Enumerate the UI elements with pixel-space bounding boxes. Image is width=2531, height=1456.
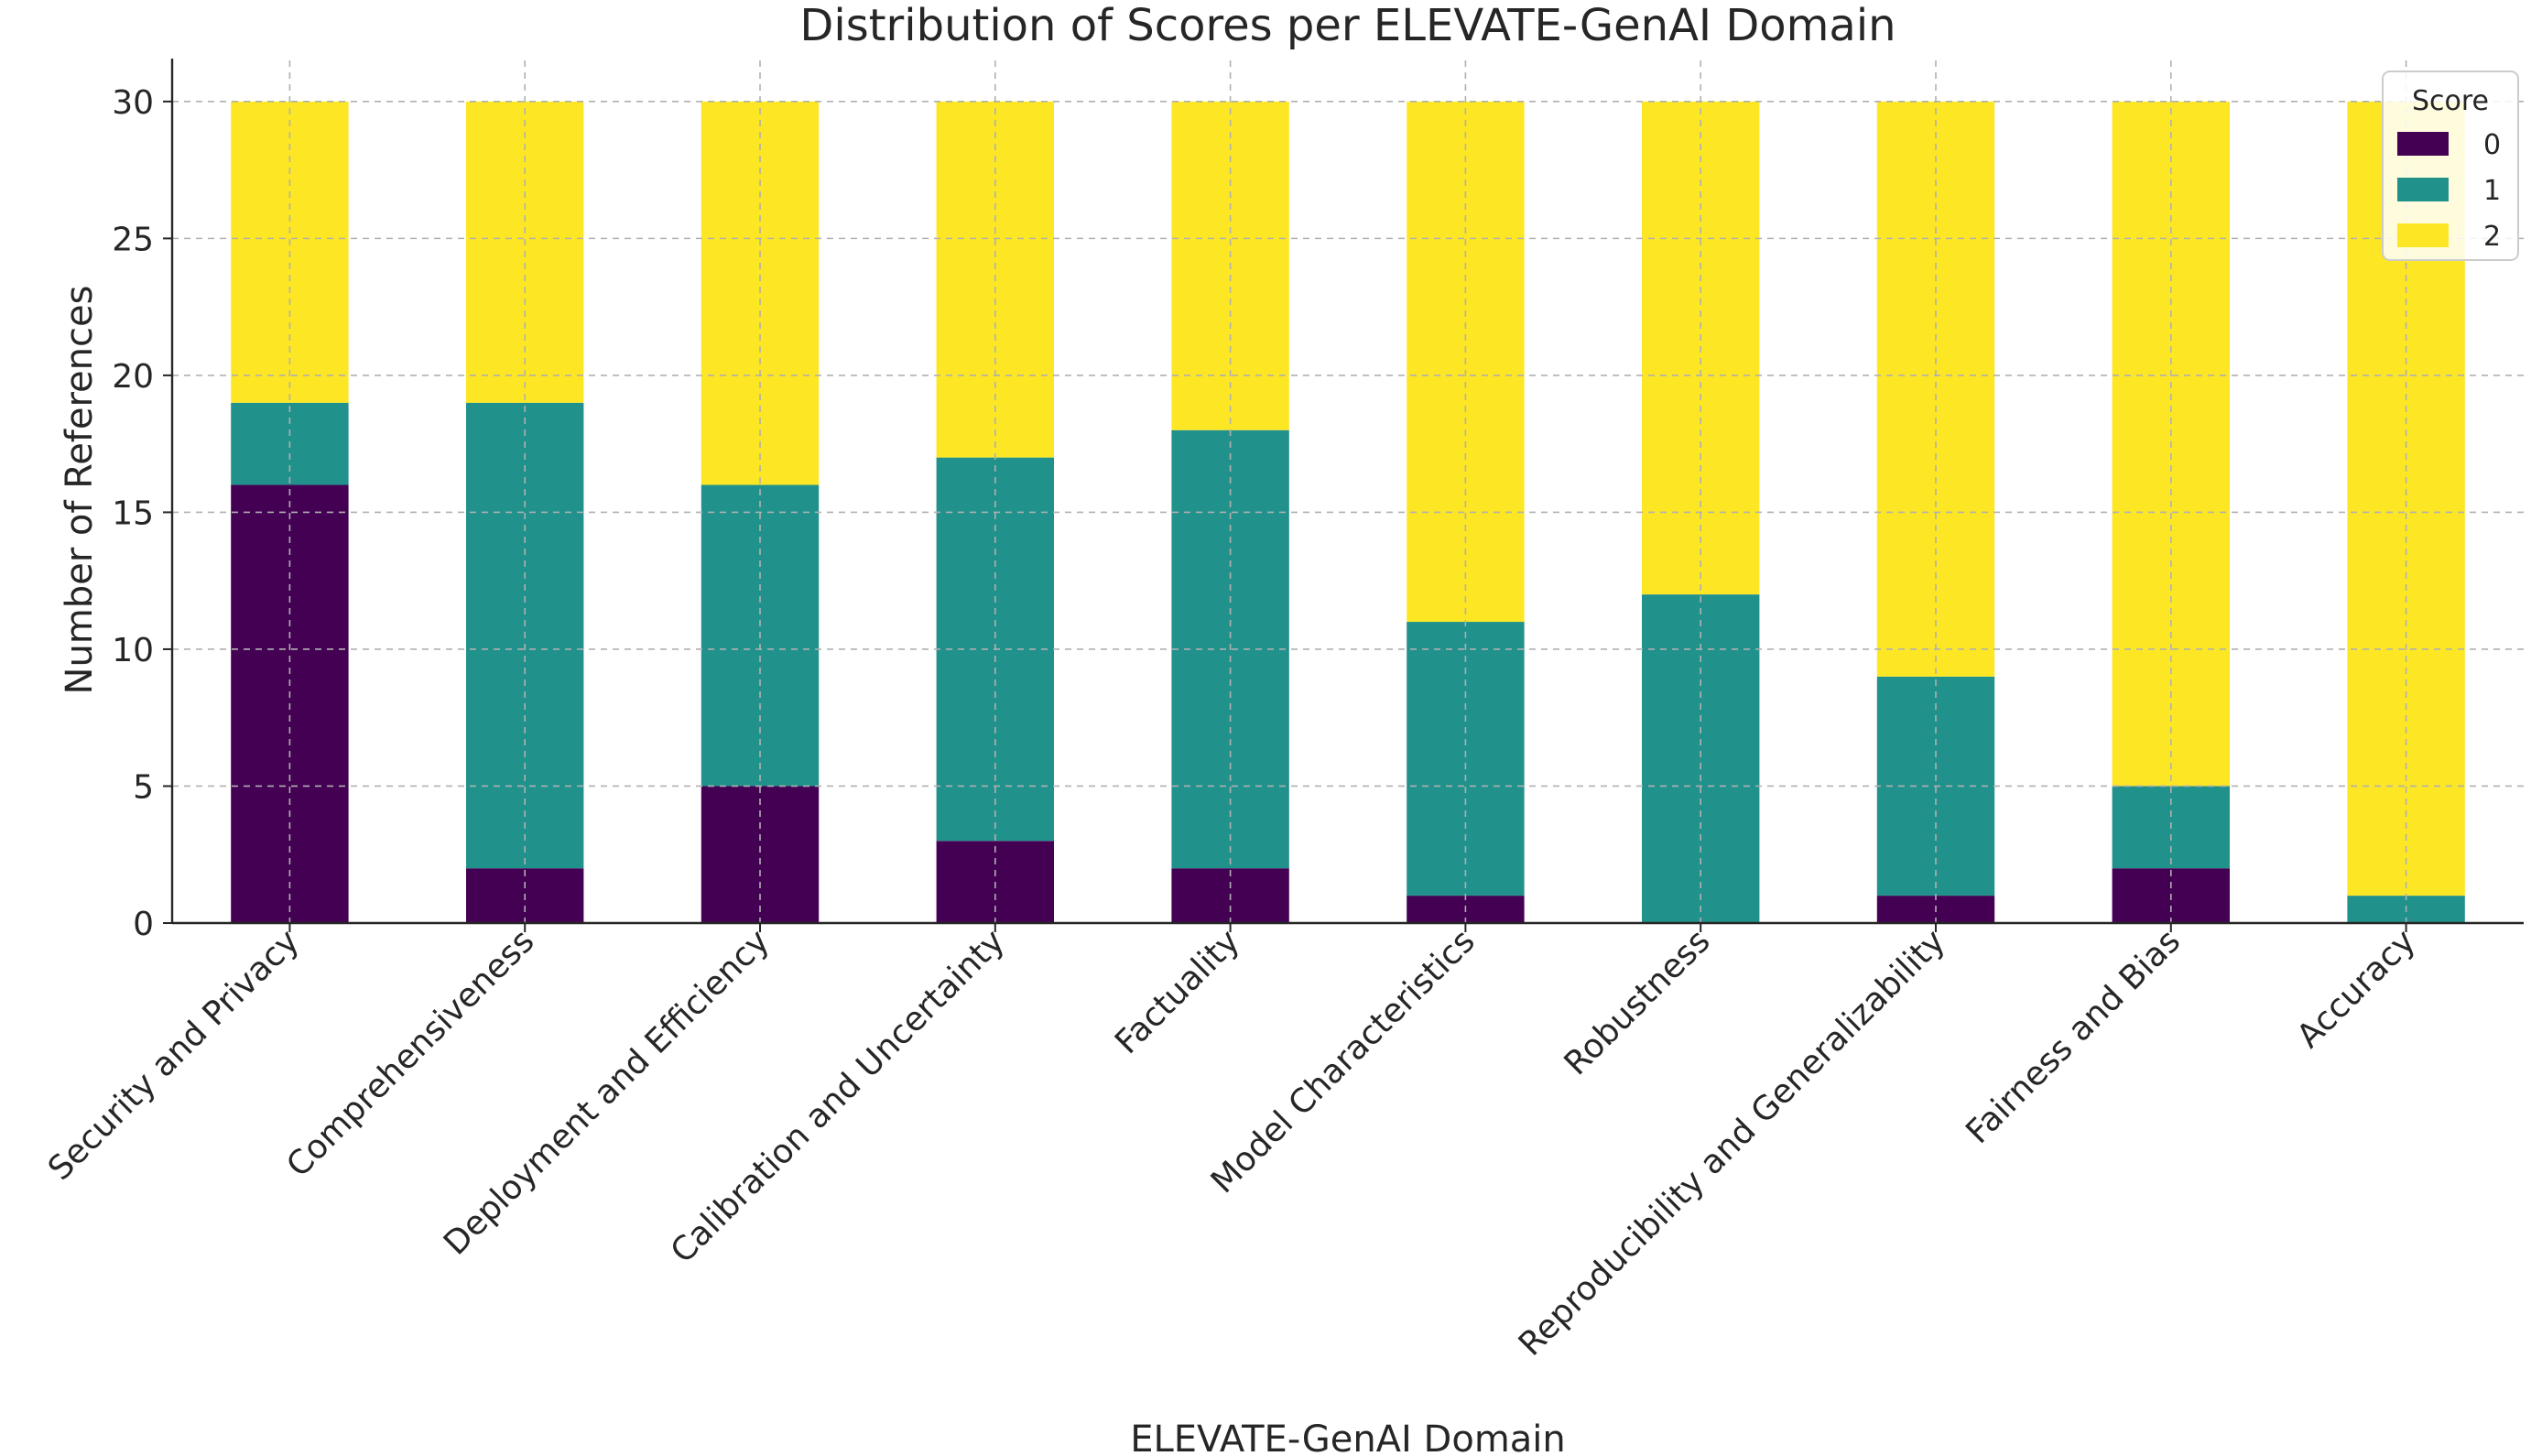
y-tick-label: 0 [133, 906, 154, 943]
y-tick-label: 30 [112, 84, 154, 122]
legend-items: 0 1 2 [2397, 129, 2501, 253]
legend-label-score-2: 2 [2483, 221, 2501, 253]
axes [163, 59, 2524, 932]
legend-swatch-score-1 [2397, 178, 2449, 201]
x-axis-label: ELEVATE-GenAI Domain [1130, 1418, 1566, 1456]
y-axis-label: Number of References [59, 286, 101, 695]
y-tick-label: 25 [112, 221, 154, 258]
legend-label-score-1: 1 [2483, 175, 2501, 207]
legend-swatch-score-2 [2397, 223, 2449, 247]
chart-title: Distribution of Scores per ELEVATE-GenAI… [799, 0, 1896, 51]
y-tick-label: 10 [112, 632, 154, 669]
y-tick-label: 15 [112, 494, 154, 532]
legend: Score 0 1 2 [2382, 71, 2519, 261]
legend-title: Score [2412, 85, 2489, 117]
legend-label-score-0: 0 [2483, 129, 2501, 161]
bar-segment-score-1 [1407, 622, 1525, 896]
y-tick-label: 20 [112, 358, 154, 396]
legend-box [2382, 71, 2519, 261]
y-tick-labels: 0 5 10 15 20 25 30 [112, 84, 154, 943]
y-tick-label: 5 [133, 768, 154, 806]
bar-segment-score-0 [701, 786, 820, 923]
legend-swatch-score-0 [2397, 132, 2449, 156]
